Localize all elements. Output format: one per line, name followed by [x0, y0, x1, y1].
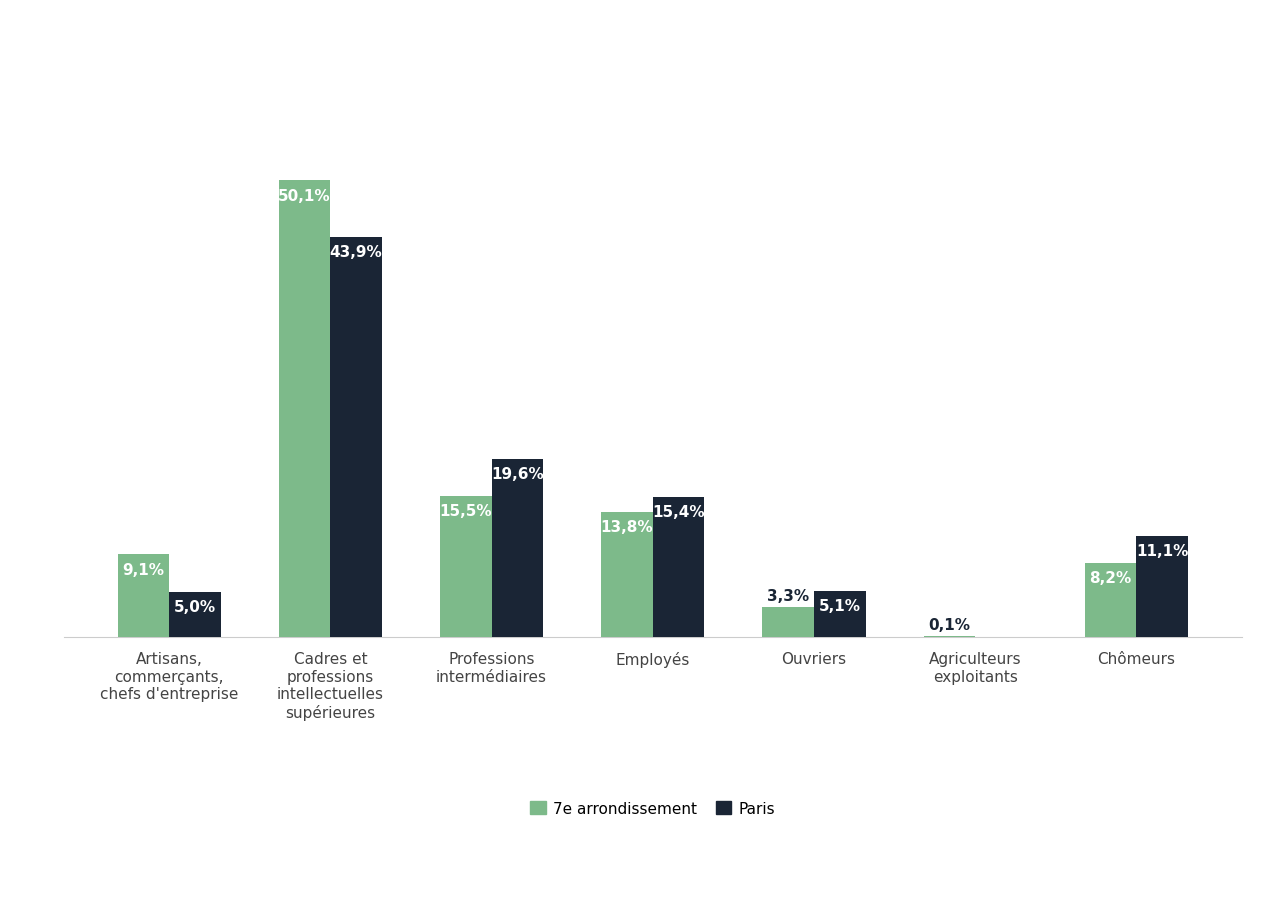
Text: 11,1%: 11,1% [1137, 544, 1188, 558]
Bar [169, 592, 220, 638]
Bar [492, 459, 543, 638]
Legend: 7e arrondissement, Paris: 7e arrondissement, Paris [522, 793, 783, 824]
Bar [279, 181, 330, 638]
Bar [1085, 563, 1137, 638]
Text: 15,4%: 15,4% [653, 505, 705, 519]
Text: 19,6%: 19,6% [492, 466, 544, 481]
Text: 13,8%: 13,8% [600, 519, 653, 534]
Text: 8,2%: 8,2% [1089, 570, 1132, 585]
Text: 9,1%: 9,1% [123, 562, 164, 577]
Bar [814, 591, 865, 638]
Text: 0,1%: 0,1% [928, 618, 970, 632]
Text: 3,3%: 3,3% [767, 589, 809, 603]
Text: 5,1%: 5,1% [819, 599, 861, 613]
Bar [653, 497, 704, 638]
Bar [763, 608, 814, 638]
Text: 15,5%: 15,5% [439, 504, 492, 518]
Text: 43,9%: 43,9% [330, 245, 383, 260]
Bar [118, 555, 169, 638]
Bar [330, 238, 381, 638]
Bar [440, 496, 492, 638]
Text: 50,1%: 50,1% [278, 189, 330, 203]
Text: 5,0%: 5,0% [174, 599, 216, 614]
Bar [924, 637, 975, 638]
Bar [1137, 537, 1188, 638]
Bar [602, 512, 653, 638]
